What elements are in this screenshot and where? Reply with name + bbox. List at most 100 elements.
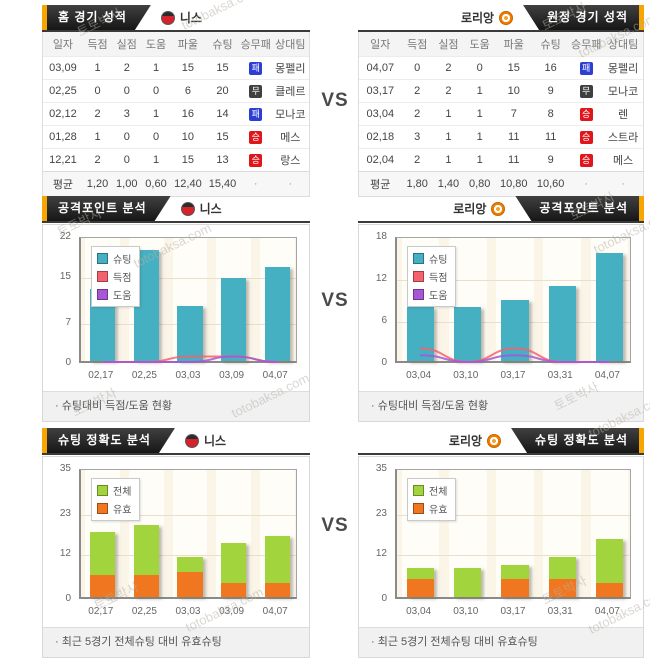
accent-bar <box>42 428 47 453</box>
line-series <box>101 355 279 363</box>
average-cell: 15,40 <box>208 178 237 190</box>
column-header: 도움 <box>145 39 167 51</box>
legend-swatch <box>97 253 108 264</box>
attack-chart-home: 슈팅 득점 도움 0 7 15 22 02,17 02,25 03,03 03,09 04,07 <box>43 225 309 391</box>
average-cell: 1,40 <box>437 178 460 190</box>
table-cell: 1 <box>94 62 101 74</box>
table-row: 02,25 0 0 0 6 20 무 클레르 <box>43 79 309 102</box>
y-axis-tick: 7 <box>65 316 71 328</box>
result-badge: 승 <box>249 153 263 167</box>
legend-item: 유효 <box>413 501 447 516</box>
result-cell: 승 <box>240 130 272 144</box>
table-cell: 10 <box>181 131 195 143</box>
chart-plot: 전체 유효 <box>79 469 297 599</box>
legend-item: 슈팅 <box>413 251 447 266</box>
opponent-cell: 메스 <box>280 132 301 144</box>
team-label: 로리앙 <box>439 428 511 453</box>
table-cell: 2 <box>414 85 421 97</box>
team-crest-icon <box>184 433 199 448</box>
y-axis-tick: 22 <box>59 231 71 242</box>
team-label: 로리앙 <box>451 5 523 30</box>
table-cell: 6 <box>184 85 191 97</box>
chart-plot: 슈팅 득점 도움 <box>79 237 297 363</box>
team-name: 로리앙 <box>448 434 483 448</box>
opponent-cell: 메스 <box>612 155 634 167</box>
column-header: 파울 <box>177 39 199 51</box>
opponent-cell: 몽펠리 <box>275 63 306 75</box>
table-cell: 11 <box>508 154 520 166</box>
chart-caption: · 슈팅대비 득점/도움 현황 <box>43 391 309 421</box>
average-label: 평균 <box>52 179 74 191</box>
table-cell: 1 <box>476 154 483 166</box>
away-accuracy-panel: 로리앙 슈팅 정확도 분석 전체 유효 0 12 23 35 03,04 03,10 03,17… <box>358 428 644 658</box>
legend-item: 도움 <box>413 287 447 302</box>
table-cell: 0 <box>94 85 101 97</box>
average-row: 평균 1,20 1,00 0,60 12,40 15,40 · · <box>43 171 309 196</box>
table-cell: 02,12 <box>49 108 77 120</box>
table-cell: 0 <box>414 62 421 74</box>
average-label: 평균 <box>370 179 391 191</box>
table-cell: 2 <box>123 62 130 74</box>
table-cell: 0 <box>152 85 160 97</box>
panel-header: 홈 경기 성적 니스 <box>42 5 310 32</box>
team-crest-icon <box>160 10 175 25</box>
table-cell: 1 <box>445 154 452 166</box>
overlay-bar <box>133 575 160 597</box>
x-axis-tick: 03,04 <box>406 606 432 617</box>
y-axis-tick: 0 <box>65 593 71 604</box>
result-badge: 패 <box>249 107 263 121</box>
result-cell: 무 <box>569 84 603 98</box>
x-axis-tick: 04,07 <box>594 370 620 381</box>
gridline <box>397 514 630 516</box>
legend-swatch <box>97 485 108 496</box>
table-cell: 03,04 <box>366 108 395 120</box>
legend-swatch <box>413 289 424 300</box>
table-cell: 0 <box>123 131 130 143</box>
away-record-panel: 로리앙 원정 경기 성적 일자 득점 실점 도움 파울 슈팅 승무패 상대팀 04,07 0 2 0 1… <box>358 5 644 197</box>
table-row: 03,09 1 2 1 15 15 패 몽펠리 <box>43 56 309 79</box>
legend-label: 전체 <box>113 487 132 498</box>
table-cell: 03,09 <box>49 62 77 74</box>
vs-label: VS <box>321 515 349 536</box>
panel-header: 로리앙 공격포인트 분석 <box>358 196 644 223</box>
table-row: 01,28 1 0 0 10 15 승 메스 <box>43 125 309 148</box>
table-cell: 1 <box>445 131 452 143</box>
table-cell: 1 <box>152 108 160 120</box>
gridline <box>81 514 296 516</box>
x-axis-tick: 02,25 <box>131 370 157 381</box>
team-label: 니스 <box>175 428 236 453</box>
legend-item: 득점 <box>413 269 447 284</box>
gridline <box>81 278 296 280</box>
column-header: 일자 <box>52 39 74 51</box>
legend-item: 전체 <box>97 483 131 498</box>
table-cell: 10 <box>507 85 520 97</box>
table-cell: 04,07 <box>366 62 395 74</box>
table-cell: 01,28 <box>49 131 77 143</box>
table-cell: 15 <box>507 62 520 74</box>
column-header: 상대팀 <box>275 39 306 51</box>
table-cell: 1 <box>152 154 160 166</box>
average-cell: · <box>621 178 625 190</box>
y-axis-tick: 18 <box>375 231 387 242</box>
away-attack-panel: 로리앙 공격포인트 분석 슈팅 득점 도움 0 6 12 18 03,04 03,10 03,17… <box>358 196 644 422</box>
table-cell: 0 <box>123 154 130 166</box>
section-title: 원정 경기 성적 <box>523 5 639 30</box>
legend-label: 유효 <box>429 505 448 516</box>
chart-caption: · 최근 5경기 전체슈팅 대비 유효슈팅 <box>43 627 309 657</box>
table-cell: 2 <box>445 62 452 74</box>
gridline <box>397 280 630 281</box>
table-cell: 03,17 <box>366 85 395 97</box>
data-bar <box>595 252 624 361</box>
table-cell: 12,21 <box>49 154 77 166</box>
average-cell: · <box>288 178 293 190</box>
section-title: 공격포인트 분석 <box>515 196 639 221</box>
x-axis-tick: 03,17 <box>500 370 526 381</box>
table-cell: 02,04 <box>366 154 395 166</box>
opponent-cell: 스트라 <box>607 132 639 144</box>
column-header: 득점 <box>87 39 108 51</box>
x-axis-tick: 03,09 <box>219 606 245 617</box>
vs-label: VS <box>321 290 349 311</box>
legend-item: 득점 <box>97 269 131 284</box>
chart-box: 슈팅 득점 도움 0 6 12 18 03,04 03,10 03,17 03,31 04,07 · … <box>358 224 644 422</box>
